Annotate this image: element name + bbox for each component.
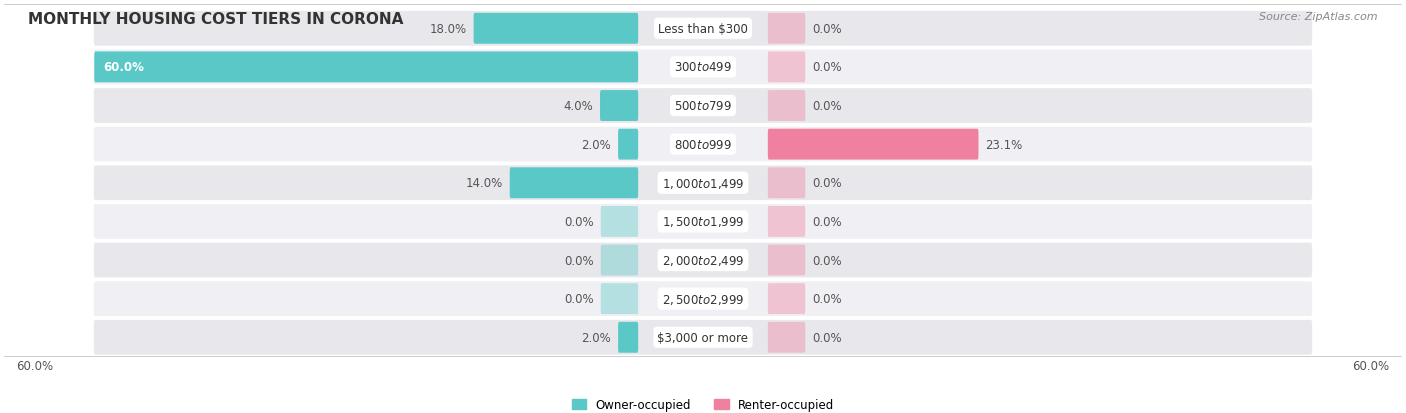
Text: 60.0%: 60.0%: [1353, 359, 1389, 372]
FancyBboxPatch shape: [768, 14, 806, 45]
FancyBboxPatch shape: [768, 91, 806, 122]
FancyBboxPatch shape: [768, 245, 806, 276]
Text: $2,500 to $2,999: $2,500 to $2,999: [662, 292, 744, 306]
FancyBboxPatch shape: [94, 166, 1312, 201]
Text: $800 to $999: $800 to $999: [673, 138, 733, 151]
FancyBboxPatch shape: [94, 89, 1312, 123]
Text: 60.0%: 60.0%: [17, 359, 53, 372]
FancyBboxPatch shape: [510, 168, 638, 199]
FancyBboxPatch shape: [94, 12, 1312, 47]
Legend: Owner-occupied, Renter-occupied: Owner-occupied, Renter-occupied: [567, 393, 839, 413]
Text: Less than $300: Less than $300: [658, 23, 748, 36]
Text: 0.0%: 0.0%: [564, 292, 593, 305]
FancyBboxPatch shape: [94, 50, 1312, 85]
FancyBboxPatch shape: [474, 14, 638, 45]
FancyBboxPatch shape: [94, 204, 1312, 239]
FancyBboxPatch shape: [600, 245, 638, 276]
FancyBboxPatch shape: [768, 129, 979, 160]
FancyBboxPatch shape: [600, 283, 638, 314]
Text: 2.0%: 2.0%: [581, 331, 612, 344]
Text: $2,000 to $2,499: $2,000 to $2,499: [662, 254, 744, 267]
FancyBboxPatch shape: [768, 206, 806, 237]
FancyBboxPatch shape: [768, 168, 806, 199]
Text: 0.0%: 0.0%: [564, 254, 593, 267]
FancyBboxPatch shape: [94, 52, 638, 83]
Text: 60.0%: 60.0%: [104, 61, 145, 74]
FancyBboxPatch shape: [600, 91, 638, 122]
Text: 0.0%: 0.0%: [813, 61, 842, 74]
Text: 0.0%: 0.0%: [813, 254, 842, 267]
Text: $3,000 or more: $3,000 or more: [658, 331, 748, 344]
Text: 2.0%: 2.0%: [581, 138, 612, 151]
FancyBboxPatch shape: [94, 128, 1312, 162]
Text: $1,000 to $1,499: $1,000 to $1,499: [662, 176, 744, 190]
Text: $1,500 to $1,999: $1,500 to $1,999: [662, 215, 744, 229]
FancyBboxPatch shape: [768, 283, 806, 314]
FancyBboxPatch shape: [94, 282, 1312, 316]
FancyBboxPatch shape: [600, 206, 638, 237]
FancyBboxPatch shape: [619, 322, 638, 353]
FancyBboxPatch shape: [94, 320, 1312, 355]
Text: 0.0%: 0.0%: [813, 331, 842, 344]
Text: 0.0%: 0.0%: [813, 177, 842, 190]
Text: 14.0%: 14.0%: [465, 177, 502, 190]
FancyBboxPatch shape: [768, 52, 806, 83]
Text: 0.0%: 0.0%: [564, 215, 593, 228]
FancyBboxPatch shape: [94, 243, 1312, 278]
Text: 0.0%: 0.0%: [813, 292, 842, 305]
Text: 0.0%: 0.0%: [813, 215, 842, 228]
Text: 23.1%: 23.1%: [986, 138, 1022, 151]
FancyBboxPatch shape: [619, 129, 638, 160]
Text: $300 to $499: $300 to $499: [673, 61, 733, 74]
Text: $500 to $799: $500 to $799: [673, 100, 733, 113]
Text: 0.0%: 0.0%: [813, 23, 842, 36]
Text: 18.0%: 18.0%: [429, 23, 467, 36]
Text: MONTHLY HOUSING COST TIERS IN CORONA: MONTHLY HOUSING COST TIERS IN CORONA: [28, 12, 404, 27]
FancyBboxPatch shape: [768, 322, 806, 353]
Text: 0.0%: 0.0%: [813, 100, 842, 113]
Text: Source: ZipAtlas.com: Source: ZipAtlas.com: [1260, 12, 1378, 22]
Text: 4.0%: 4.0%: [564, 100, 593, 113]
